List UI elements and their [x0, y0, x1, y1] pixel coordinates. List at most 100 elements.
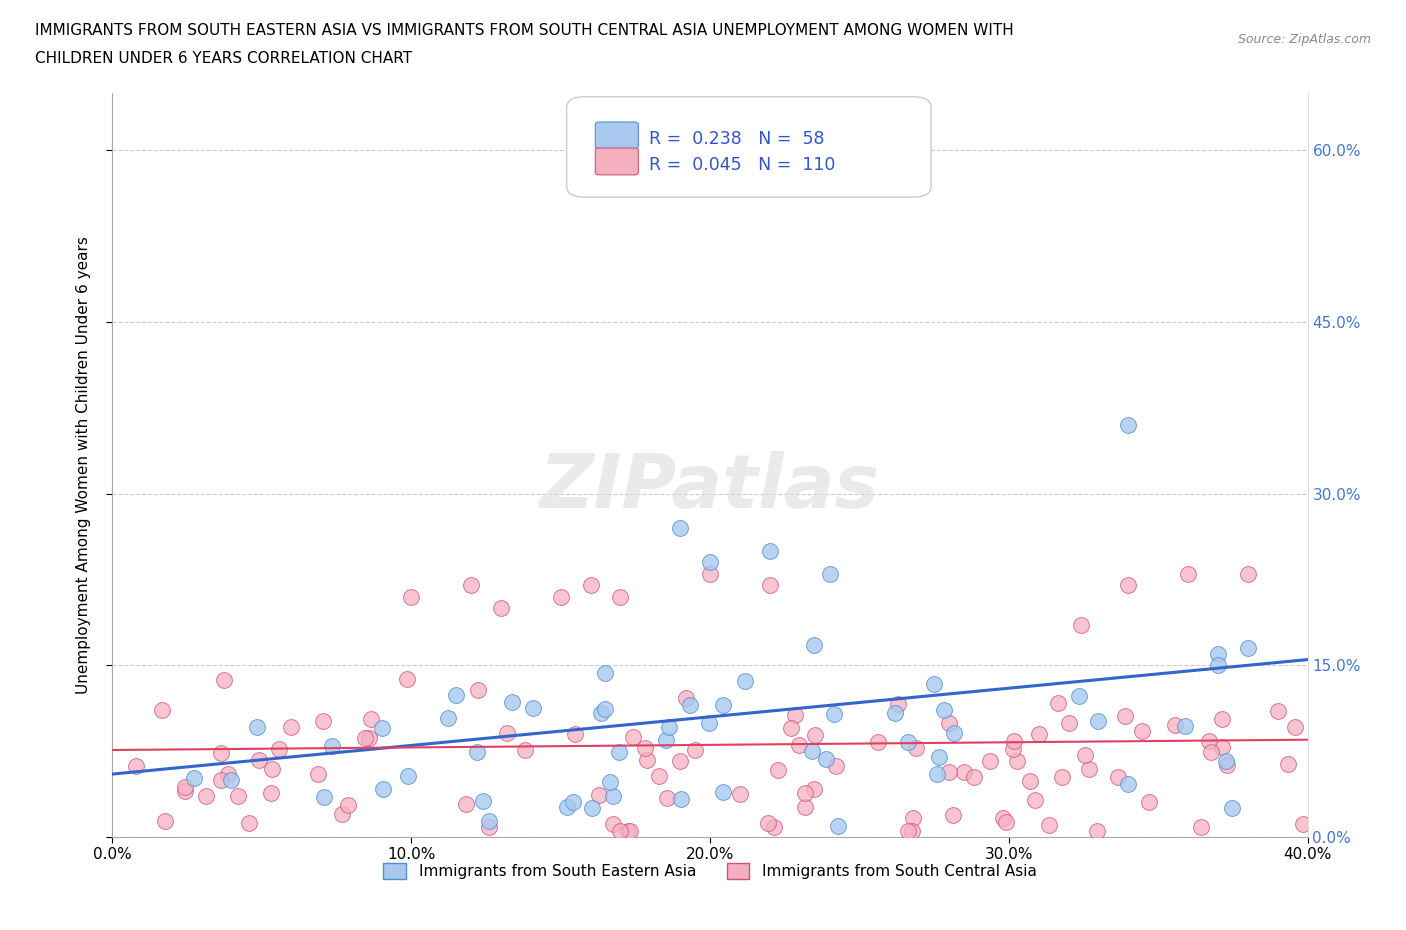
Point: [803, 638, 825, 653]
Text: ZIPatlas: ZIPatlas: [540, 451, 880, 524]
Point: [699, 555, 721, 570]
Point: [883, 705, 905, 720]
Point: [357, 731, 380, 746]
Point: [1164, 718, 1187, 733]
Point: [619, 824, 641, 839]
Point: [437, 711, 460, 725]
Point: [952, 764, 974, 779]
Point: [396, 769, 419, 784]
Point: [150, 703, 173, 718]
Point: [679, 698, 702, 712]
Point: [938, 765, 960, 780]
Point: [1002, 742, 1025, 757]
Point: [593, 666, 616, 681]
Y-axis label: Unemployment Among Women with Children Under 6 years: Unemployment Among Women with Children U…: [76, 236, 91, 694]
Point: [621, 729, 644, 744]
Point: [1284, 720, 1306, 735]
Point: [768, 762, 790, 777]
Point: [312, 790, 335, 804]
Point: [818, 143, 841, 158]
Point: [591, 705, 613, 720]
Point: [1292, 817, 1315, 831]
Point: [995, 814, 1018, 829]
Point: [787, 737, 810, 752]
Point: [633, 741, 655, 756]
Point: [607, 744, 630, 759]
Point: [550, 590, 572, 604]
Point: [943, 726, 966, 741]
Point: [599, 775, 621, 790]
Point: [1211, 739, 1233, 754]
Point: [1118, 578, 1140, 592]
Point: [446, 687, 468, 702]
Point: [401, 590, 423, 604]
Point: [593, 702, 616, 717]
Point: [360, 712, 382, 727]
Point: [938, 715, 960, 730]
Point: [609, 824, 631, 839]
Point: [1005, 753, 1028, 768]
Point: [711, 785, 734, 800]
Point: [195, 789, 218, 804]
Point: [155, 814, 177, 829]
Point: [699, 566, 721, 581]
Point: [1277, 756, 1299, 771]
Point: [1114, 709, 1136, 724]
Point: [897, 735, 920, 750]
Point: [934, 703, 956, 718]
Point: [699, 715, 721, 730]
Point: [1004, 734, 1026, 749]
Point: [1085, 824, 1108, 839]
Point: [209, 773, 232, 788]
Point: [489, 601, 512, 616]
Point: [373, 782, 395, 797]
Point: [756, 816, 779, 830]
Point: [354, 730, 377, 745]
Point: [675, 691, 697, 706]
FancyBboxPatch shape: [595, 148, 638, 175]
Point: [759, 543, 782, 558]
Point: [1087, 713, 1109, 728]
Point: [280, 720, 302, 735]
Point: [1237, 641, 1260, 656]
Point: [1118, 418, 1140, 432]
Point: [125, 759, 148, 774]
Point: [307, 767, 329, 782]
Point: [212, 673, 235, 688]
Point: [1046, 696, 1069, 711]
Point: [395, 671, 418, 686]
Point: [668, 754, 690, 769]
Point: [669, 521, 692, 536]
Point: [1078, 762, 1101, 777]
Point: [818, 566, 841, 581]
Point: [657, 790, 679, 805]
Point: [260, 786, 283, 801]
Text: CHILDREN UNDER 6 YEARS CORRELATION CHART: CHILDREN UNDER 6 YEARS CORRELATION CHART: [35, 51, 412, 66]
Point: [1267, 704, 1289, 719]
Text: R =  0.045   N =  110: R = 0.045 N = 110: [650, 156, 835, 174]
Point: [173, 784, 195, 799]
FancyBboxPatch shape: [595, 122, 638, 149]
Point: [581, 800, 603, 815]
Point: [370, 721, 392, 736]
Point: [522, 700, 544, 715]
Point: [564, 727, 586, 742]
Point: [465, 745, 488, 760]
Point: [669, 791, 692, 806]
Point: [922, 676, 945, 691]
Point: [1024, 793, 1046, 808]
Point: [905, 741, 928, 756]
Point: [1130, 724, 1153, 738]
Point: [321, 738, 343, 753]
FancyBboxPatch shape: [567, 97, 931, 197]
Point: [1019, 773, 1042, 788]
Point: [1074, 748, 1097, 763]
Point: [617, 824, 640, 839]
Point: [579, 578, 602, 592]
Point: [1069, 689, 1091, 704]
Point: [217, 767, 239, 782]
Point: [1052, 769, 1074, 784]
Point: [330, 806, 353, 821]
Point: [1028, 726, 1050, 741]
Point: [801, 744, 824, 759]
